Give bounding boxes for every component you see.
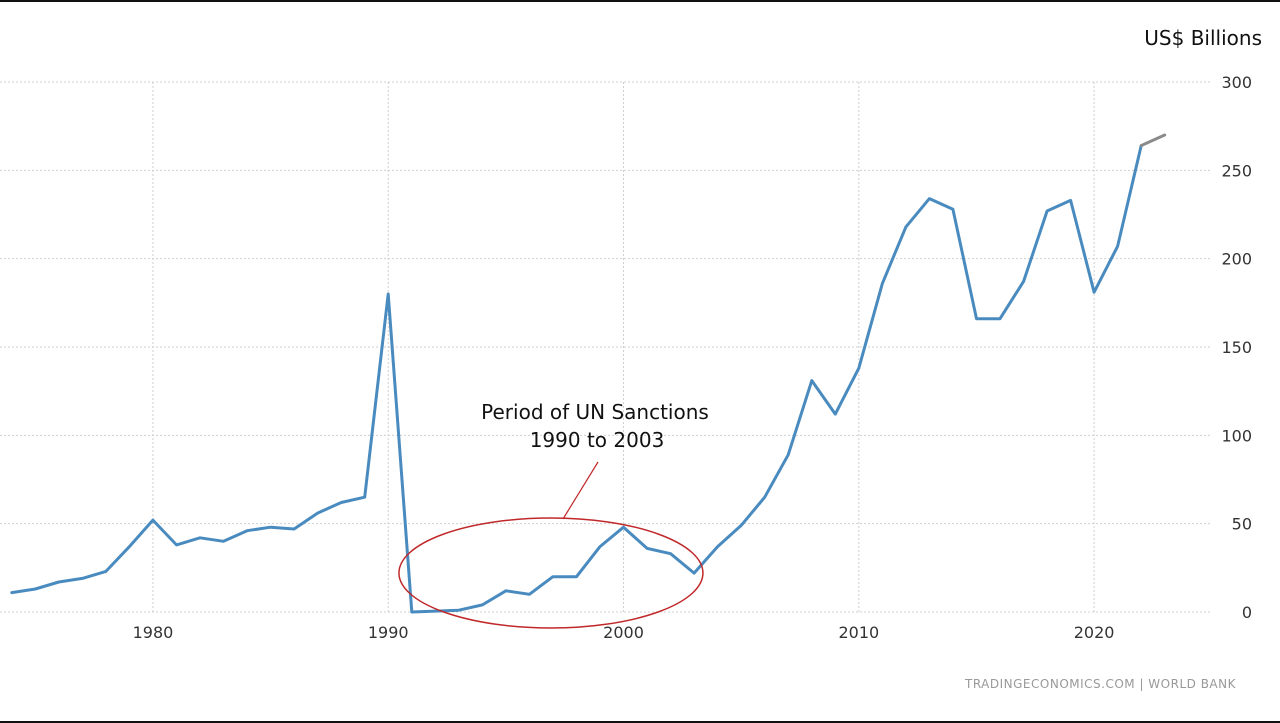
- annotation: Period of UN Sanctions 1990 to 2003: [398, 400, 709, 629]
- sanctions-ellipse: [398, 517, 704, 629]
- annotation-text-line2: 1990 to 2003: [530, 428, 665, 452]
- y-tick-label: 300: [1221, 73, 1252, 92]
- y-tick-label: 100: [1221, 426, 1252, 445]
- series-lines: [10, 133, 1167, 614]
- annotation-pointer: [562, 461, 599, 520]
- tick-labels: 0 50 100 150 200 250 300 1980 1990 2000 2010 2020: [133, 73, 1252, 642]
- grid: [0, 81, 1210, 613]
- x-tick-label: 1980: [133, 623, 174, 642]
- x-tick-label: 2000: [603, 623, 644, 642]
- y-tick-label: 250: [1221, 161, 1252, 180]
- source-label: TRADINGECONOMICS.COM | WORLD BANK: [964, 677, 1237, 691]
- y-tick-label: 150: [1221, 338, 1252, 357]
- series-line-forecast: [1139, 133, 1167, 148]
- y-tick-label: 200: [1221, 250, 1252, 269]
- x-tick-label: 1990: [368, 623, 409, 642]
- series-line-main: [10, 144, 1143, 614]
- annotation-text-line1: Period of UN Sanctions: [481, 400, 709, 424]
- y-axis-unit-label: US$ Billions: [1144, 26, 1262, 50]
- y-tick-label: 50: [1232, 515, 1252, 534]
- x-tick-label: 2010: [838, 623, 879, 642]
- y-tick-label: 0: [1242, 603, 1252, 622]
- x-tick-label: 2020: [1074, 623, 1115, 642]
